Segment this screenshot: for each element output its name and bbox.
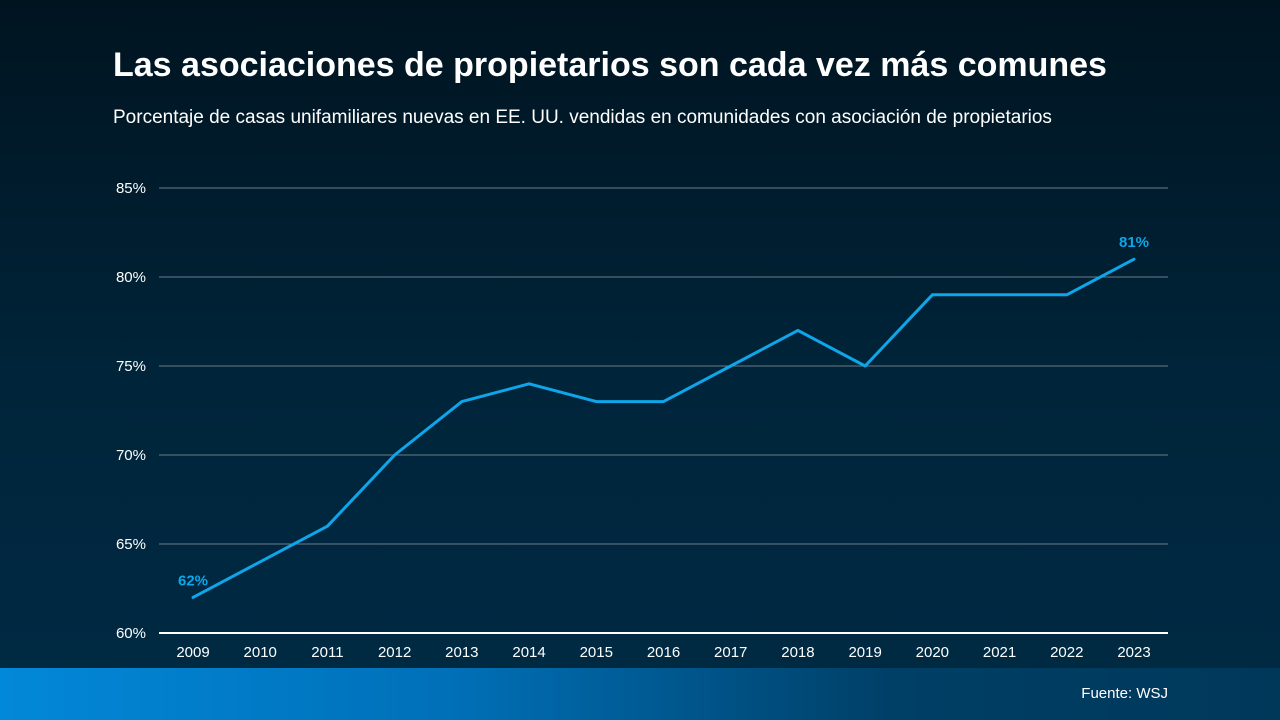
x-tick-label: 2009 xyxy=(176,644,209,661)
y-tick-label: 85% xyxy=(116,180,146,197)
chart-subtitle: Porcentaje de casas unifamiliares nuevas… xyxy=(113,107,1052,128)
x-tick-label: 2019 xyxy=(848,644,881,661)
x-tick-label: 2023 xyxy=(1117,644,1150,661)
annotations: 62% 81% xyxy=(178,234,1149,589)
data-label: 62% xyxy=(178,572,208,589)
x-tick-label: 2018 xyxy=(781,644,814,661)
x-tick-label: 2013 xyxy=(445,644,478,661)
line-chart: 60%65%70%75%80%85% 2009 2010 2011 2012 2013 2… xyxy=(116,180,1168,661)
x-tick-label: 2020 xyxy=(916,644,949,661)
data-label: 81% xyxy=(1119,234,1149,251)
x-tick-label: 2011 xyxy=(311,644,343,661)
y-tick-label: 75% xyxy=(116,358,146,375)
y-tick-label: 70% xyxy=(116,447,146,464)
x-tick-label: 2021 xyxy=(983,644,1016,661)
y-axis-tick-labels: 60% 65% 70% 75% 80% 85% xyxy=(116,180,146,642)
x-tick-label: 2016 xyxy=(647,644,680,661)
chart-title: Las asociaciones de propietarios son cad… xyxy=(113,46,1107,84)
x-tick-label: 2010 xyxy=(244,644,277,661)
x-tick-label: 2012 xyxy=(378,644,411,661)
source-note: Fuente: WSJ xyxy=(1081,685,1168,702)
x-tick-label: 2015 xyxy=(580,644,613,661)
x-axis-tick-labels: 2009 2010 2011 2012 2013 2014 2015 2016 2017 2018… xyxy=(176,644,1150,661)
series-line xyxy=(191,257,1136,599)
x-tick-label: 2022 xyxy=(1050,644,1083,661)
x-tick-label: 2017 xyxy=(714,644,747,661)
y-tick-label: 60% xyxy=(116,625,146,642)
grid-lines xyxy=(159,187,1168,545)
y-tick-label: 65% xyxy=(116,536,146,553)
x-tick-label: 2014 xyxy=(512,644,545,661)
footer-bar: Fuente: WSJ xyxy=(0,668,1280,720)
y-tick-label: 80% xyxy=(116,269,146,286)
series-layer xyxy=(191,257,1136,599)
